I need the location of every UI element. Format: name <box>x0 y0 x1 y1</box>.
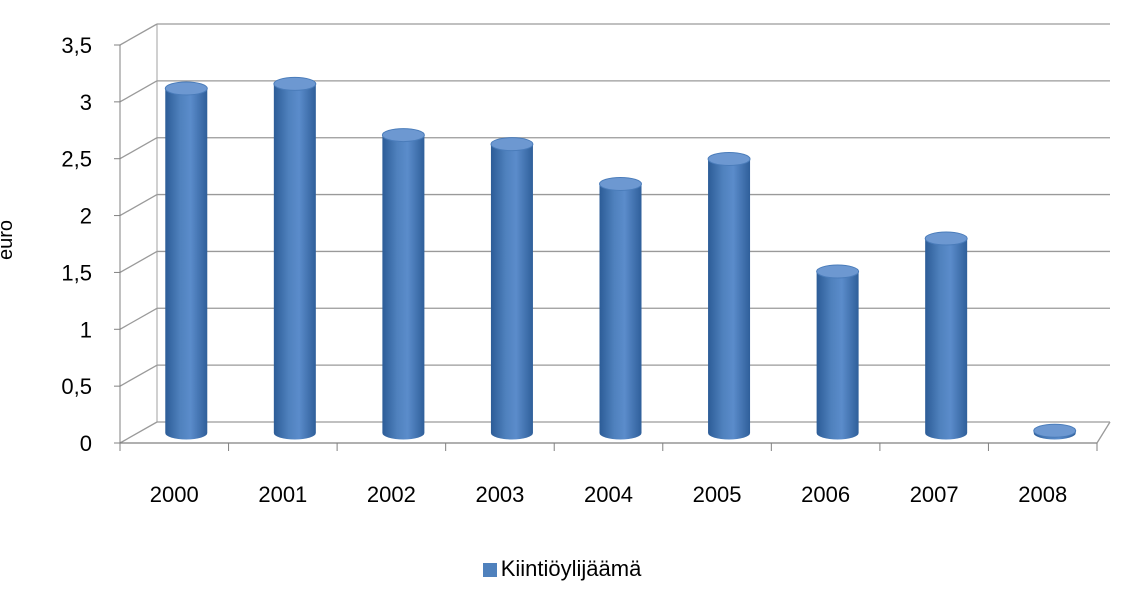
x-tick-label: 2008 <box>1018 482 1067 507</box>
bar-body <box>165 88 208 440</box>
y-tick-label: 0,5 <box>61 374 92 399</box>
gridline-depth <box>119 137 158 160</box>
legend-label: Kiintiöylijäämä <box>500 556 642 581</box>
gridline-depth <box>119 80 158 103</box>
x-tick-label: 2007 <box>910 482 959 507</box>
bar-top <box>381 128 425 143</box>
y-tick-label: 1,5 <box>61 260 92 285</box>
gridline-depth <box>119 250 158 273</box>
x-tick-label: 2000 <box>150 482 199 507</box>
bar <box>707 151 751 440</box>
bar-top <box>273 76 317 91</box>
gridline-depth <box>119 194 158 217</box>
floor-depth-edge <box>1096 421 1111 444</box>
bar <box>381 128 425 440</box>
bar <box>273 76 317 440</box>
gridline-depth <box>119 364 158 387</box>
bar <box>924 231 968 440</box>
legend: Kiintiöylijäämä <box>0 556 1124 582</box>
bars <box>164 76 1077 440</box>
bar-top <box>1033 423 1077 438</box>
bar-body <box>599 183 642 440</box>
bar-top <box>707 151 751 166</box>
legend-swatch <box>482 563 497 577</box>
bar-top <box>490 137 534 152</box>
y-axis-label: euro <box>0 220 17 260</box>
gridline-depth <box>119 23 158 46</box>
y-tick-label: 3,5 <box>61 33 92 58</box>
x-tick-label: 2005 <box>693 482 742 507</box>
y-tick-label: 0 <box>80 431 92 456</box>
bar-top <box>924 231 968 246</box>
y-tick-label: 1 <box>80 317 92 342</box>
bar <box>164 81 208 440</box>
bar-body <box>490 144 533 440</box>
bar <box>599 176 642 440</box>
bar-body <box>816 271 859 440</box>
bar-body <box>273 83 316 440</box>
x-tick-label: 2004 <box>584 482 633 507</box>
bar-body <box>708 158 751 440</box>
bar-top <box>599 176 642 191</box>
bar <box>490 137 534 440</box>
axis-labels: 0 0,5 1 1,5 2 2,5 3 3,5 2000 2001 2002 2003 2004 2005… <box>61 33 1067 507</box>
bar-body <box>925 238 968 440</box>
x-tick-label: 2001 <box>258 482 307 507</box>
y-tick-label: 2 <box>80 204 92 229</box>
x-tick-label: 2003 <box>475 482 524 507</box>
x-tick-label: 2002 <box>367 482 416 507</box>
gridline-depth <box>119 307 158 330</box>
bar-top <box>816 264 860 279</box>
gridline-depth <box>119 421 158 444</box>
x-tick-label: 2006 <box>801 482 850 507</box>
bar-top <box>164 81 208 96</box>
bar <box>1033 423 1077 440</box>
bar-body <box>382 135 425 440</box>
y-tick-label: 2,5 <box>61 147 92 172</box>
bar <box>816 264 860 440</box>
y-tick-label: 3 <box>80 90 92 115</box>
